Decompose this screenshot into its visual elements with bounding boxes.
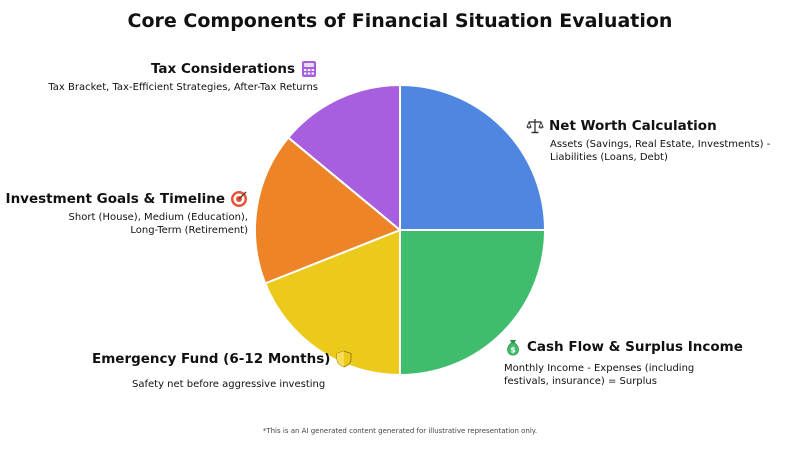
callout-net-worth: Net Worth Calculation Assets (Savings, R…	[526, 117, 770, 164]
callout-heading: Emergency Fund (6-12 Months)	[92, 351, 331, 367]
pie-slice-cash-flow-surplus-income	[399, 229, 547, 377]
pie-slice-emergency-fund-6-12-months	[263, 228, 401, 377]
callout-heading: Investment Goals & Timeline	[5, 191, 225, 207]
callout-heading: Net Worth Calculation	[549, 118, 717, 134]
balance-scale-icon	[526, 119, 544, 134]
callout-heading: Cash Flow & Surplus Income	[527, 339, 743, 355]
calculator-icon	[302, 61, 316, 77]
chart-title: Core Components of Financial Situation E…	[127, 10, 673, 32]
callout-tax-considerations: Tax Considerations Tax Bracket, Tax-Effi…	[48, 60, 318, 94]
pie-slice-net-worth-calculation	[399, 83, 547, 231]
svg-text:$: $	[510, 346, 516, 355]
callout-description: Tax Bracket, Tax-Efficient Strategies, A…	[48, 82, 318, 93]
callout-investment-goals: Investment Goals & Timeline Short (House…	[6, 190, 248, 237]
footnote: *This is an AI generated content generat…	[262, 427, 538, 435]
callout-emergency-fund: Emergency Fund (6-12 Months) Safety net …	[92, 350, 353, 391]
pie-slice-investment-goals-timeline	[254, 136, 402, 285]
pie-slice-tax-considerations	[286, 83, 401, 233]
callout-cash-flow: $ Cash Flow & Surplus Income Monthly Inc…	[504, 338, 743, 388]
callout-description: Safety net before aggressive investing	[132, 379, 326, 390]
callout-description: Short (House), Medium (Education), Long-…	[68, 212, 248, 236]
callout-description: Monthly Income - Expenses (including fes…	[504, 363, 695, 387]
money-bag-icon: $	[507, 340, 519, 356]
callout-description: Assets (Savings, Real Estate, Investment…	[550, 139, 771, 163]
callout-heading: Tax Considerations	[150, 61, 295, 77]
shield-icon	[337, 350, 352, 368]
target-icon	[231, 191, 247, 207]
